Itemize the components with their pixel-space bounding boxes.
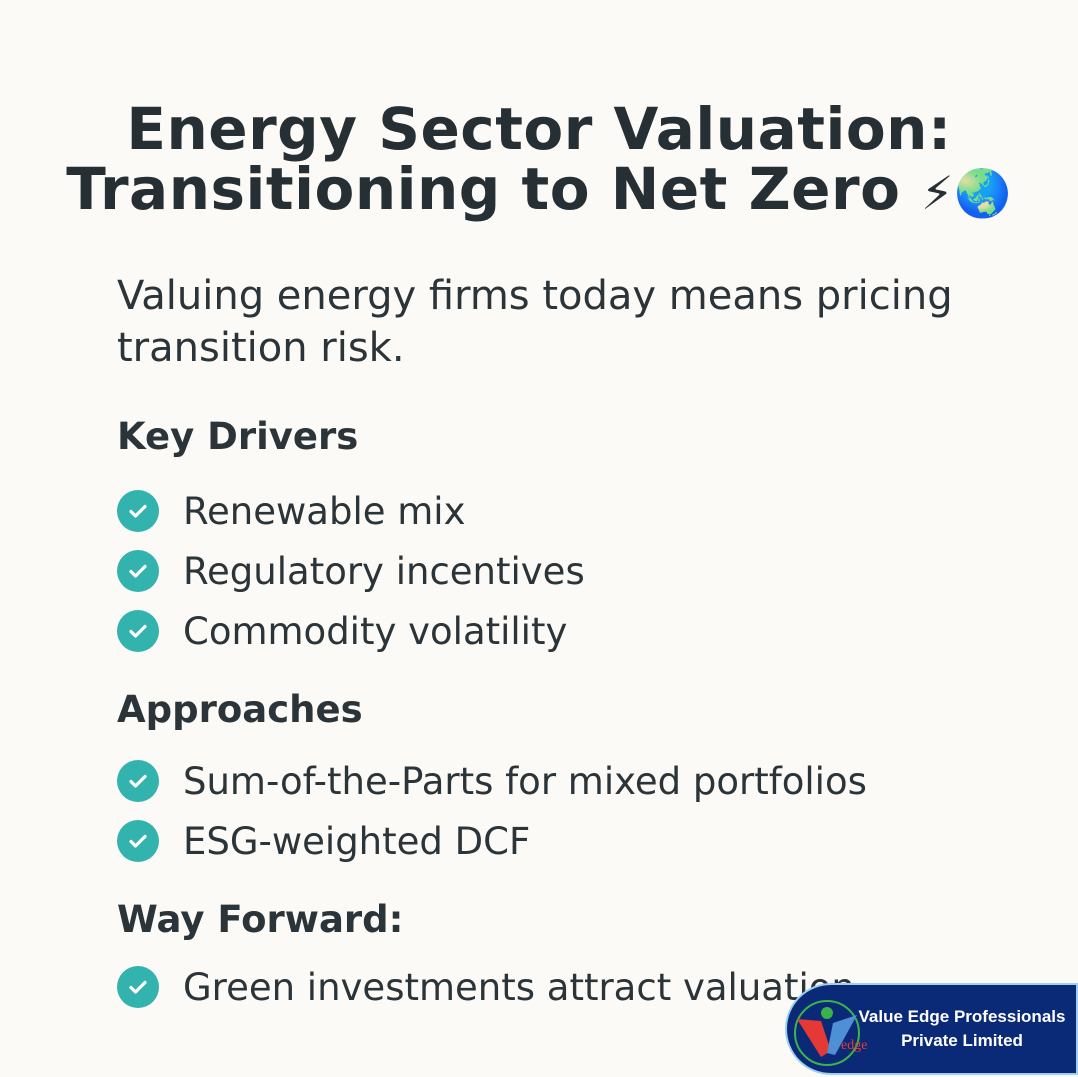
subtitle: Valuing energy firms today means pricing… xyxy=(117,273,953,371)
item-label: Green investments attract valuation xyxy=(183,965,855,1009)
check-icon xyxy=(117,550,159,592)
list-item: Commodity volatility xyxy=(117,608,567,654)
item-label: Regulatory incentives xyxy=(183,549,585,593)
check-icon xyxy=(117,760,159,802)
item-label: Renewable mix xyxy=(183,489,466,533)
page-title-line-2: Transitioning to Net Zero ⚡🌏 xyxy=(0,158,1078,224)
heading-approaches: Approaches xyxy=(117,688,363,731)
logo-line-2: Private Limited xyxy=(901,1031,1023,1050)
list-item: Renewable mix xyxy=(117,488,465,534)
logo-text: Value Edge Professionals Private Limited xyxy=(857,1005,1067,1053)
heading-key-drivers: Key Drivers xyxy=(117,415,359,458)
item-label: Sum-of-the-Parts for mixed portfolios xyxy=(183,759,867,803)
handshake-logo-icon: edge xyxy=(794,1000,867,1066)
list-item: Green investments attract valuation xyxy=(117,964,855,1010)
check-icon xyxy=(117,966,159,1008)
logo-line-1: Value Edge Professionals xyxy=(858,1007,1066,1026)
item-label: ESG-weighted DCF xyxy=(183,819,531,863)
check-icon xyxy=(117,820,159,862)
title-text: Transitioning to Net Zero xyxy=(66,155,901,223)
check-icon xyxy=(117,610,159,652)
check-icon xyxy=(117,490,159,532)
item-label: Commodity volatility xyxy=(183,609,568,653)
globe-icon: 🌏 xyxy=(953,165,1012,220)
heading-way-forward: Way Forward: xyxy=(117,898,404,941)
lightning-icon: ⚡ xyxy=(921,165,954,220)
list-item: Sum-of-the-Parts for mixed portfolios xyxy=(117,758,867,804)
list-item: ESG-weighted DCF xyxy=(117,818,530,864)
list-item: Regulatory incentives xyxy=(117,548,585,594)
svg-text:edge: edge xyxy=(841,1038,867,1053)
page-title-line-1: Energy Sector Valuation: xyxy=(126,95,952,163)
company-logo: edge Value Edge Professionals Private Li… xyxy=(785,983,1078,1075)
